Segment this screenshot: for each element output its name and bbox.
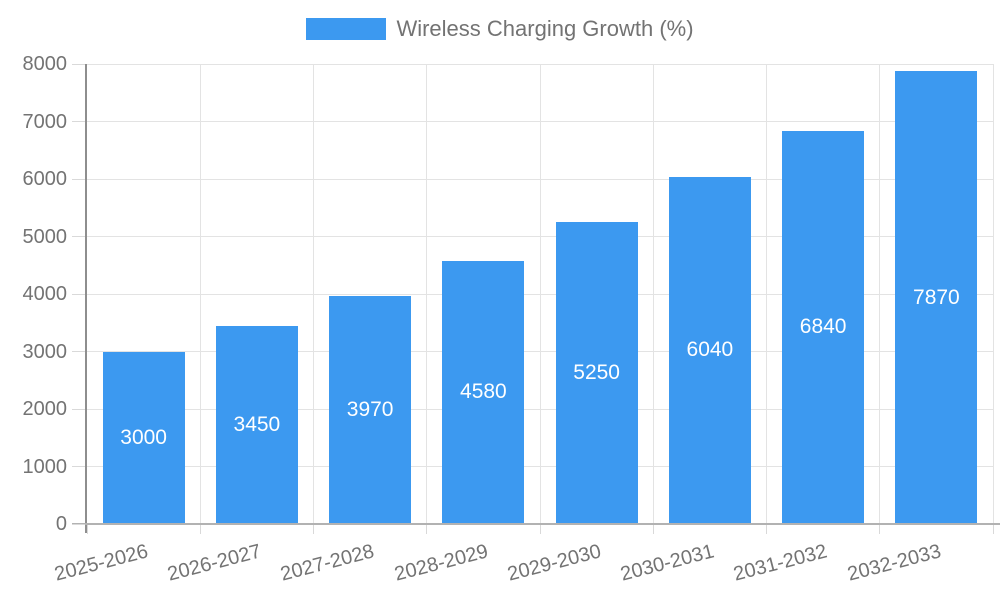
y-axis-tick [72,351,85,352]
x-tick-label: 2029-2030 [505,540,604,586]
y-axis-tick [72,408,85,410]
x-axis-line [72,523,1000,525]
x-axis-tick [766,525,767,534]
y-tick-label: 8000 [22,53,68,75]
x-axis-tick [879,525,881,534]
legend-label: Wireless Charging Growth (%) [396,16,694,41]
x-axis-tick [539,525,541,534]
bar[interactable] [895,71,978,524]
x-tick-label: 2025-2026 [52,540,151,586]
x-tick-label: 2028-2029 [392,540,491,586]
x-tick-label: 2032-2033 [845,540,944,586]
bar[interactable] [555,222,638,524]
x-axis-tick [86,525,88,534]
y-axis-tick [72,236,85,237]
y-tick-label: 5000 [22,225,68,248]
y-axis-tick [72,63,85,65]
bar[interactable] [215,325,298,524]
y-axis-tick [72,121,85,122]
y-axis-tick [72,523,85,525]
bar[interactable] [329,295,412,524]
gridline-vertical [766,64,767,524]
y-tick-label: 7000 [22,110,68,133]
gridline-vertical [313,64,314,524]
y-tick-label: 0 [55,513,67,535]
x-tick-label: 2026-2027 [165,540,264,586]
bar[interactable] [102,351,185,524]
x-axis-tick [313,525,314,534]
gridline-vertical [652,64,654,524]
y-axis-line [85,64,87,533]
x-tick-label: 2030-2031 [618,540,717,586]
legend-item[interactable]: Wireless Charging Growth (%) [306,16,694,42]
y-tick-label: 2000 [22,398,68,420]
chart-legend: Wireless Charging Growth (%) [0,16,1000,42]
y-tick-label: 6000 [22,168,68,190]
x-axis-tick [199,525,201,534]
y-axis-tick [72,466,85,467]
x-axis-tick [652,525,654,534]
bar[interactable] [782,130,865,524]
bar[interactable] [442,260,525,524]
y-tick-label: 4000 [22,283,68,305]
x-axis-tick [992,525,994,534]
y-axis-tick [72,293,85,295]
gridline-vertical [879,64,881,524]
gridline-vertical [426,64,428,524]
y-axis-tick [72,178,85,180]
x-tick-label: 2027-2028 [278,540,377,586]
plot-area: 3000 3450 3970 4580 5250 6040 6840 7870 [87,63,994,524]
legend-swatch [306,18,387,40]
x-axis-tick [426,525,428,534]
x-tick-label: 2031-2032 [731,540,830,586]
y-tick-label: 3000 [22,340,68,363]
gridline-vertical [539,64,541,524]
gridline-vertical [992,64,994,524]
bar[interactable] [668,176,751,524]
gridline-vertical [199,64,201,524]
y-tick-label: 1000 [22,455,68,478]
